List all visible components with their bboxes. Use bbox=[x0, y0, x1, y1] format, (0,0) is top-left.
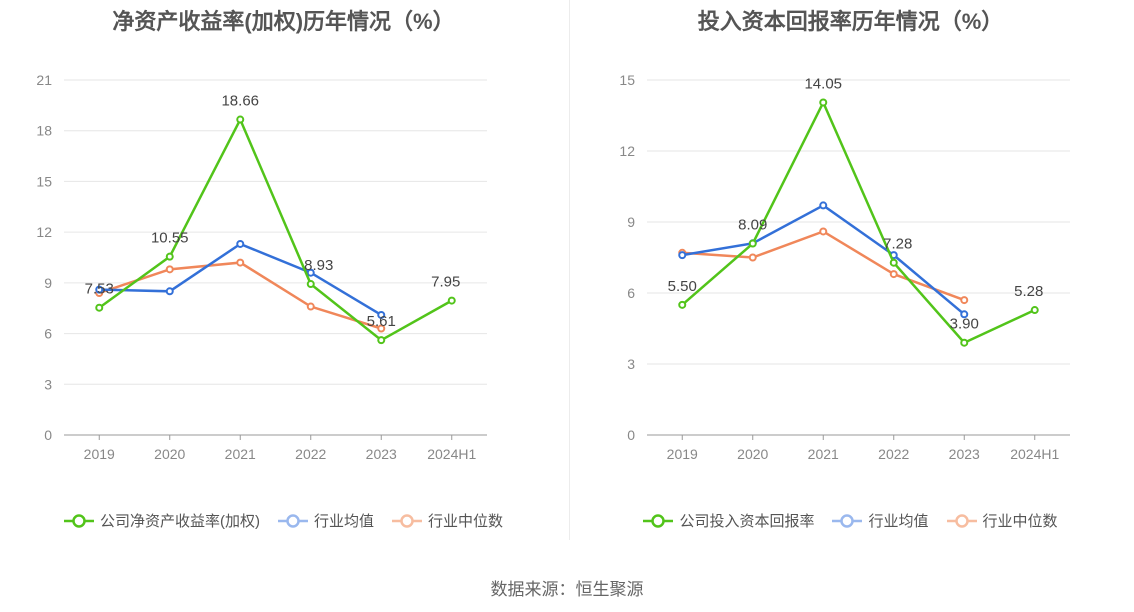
data-point bbox=[819, 227, 828, 236]
x-tick-label: 2022 bbox=[295, 446, 326, 462]
data-point bbox=[960, 310, 969, 319]
legend-item-company-roe[interactable]: 公司净资产收益率(加权) bbox=[63, 510, 260, 531]
y-tick-label: 9 bbox=[44, 275, 52, 291]
y-tick-label: 12 bbox=[36, 224, 52, 240]
x-tick-label: 2023 bbox=[949, 446, 980, 462]
series-line bbox=[682, 230, 965, 302]
data-point bbox=[377, 310, 386, 319]
y-tick-label: 12 bbox=[619, 143, 635, 159]
legend-item-industry-mean[interactable]: 行业均值 bbox=[832, 510, 929, 531]
legend-label: 公司净资产收益率(加权) bbox=[99, 513, 260, 530]
x-tick-label: 2020 bbox=[154, 446, 185, 462]
data-label: 10.55 bbox=[151, 230, 189, 247]
x-tick-label: 2019 bbox=[667, 446, 698, 462]
data-label: 18.66 bbox=[221, 93, 259, 110]
roe-chart: 净资产收益率(加权)历年情况（%） 0 3 6 9 12 15 18 21 2019 2020 20… bbox=[0, 0, 567, 560]
series-line bbox=[98, 261, 382, 330]
data-label: 14.05 bbox=[804, 75, 842, 92]
data-point bbox=[306, 302, 315, 311]
data-label: 7.28 bbox=[883, 236, 912, 253]
legend-label: 行业中位数 bbox=[982, 513, 1058, 530]
data-point bbox=[236, 115, 245, 124]
data-point bbox=[1030, 306, 1039, 315]
y-tick-label: 6 bbox=[44, 326, 52, 342]
series-line bbox=[681, 99, 1036, 345]
y-tick-label: 6 bbox=[627, 285, 635, 301]
x-tick-label: 2023 bbox=[366, 446, 397, 462]
legend-label: 公司投入资本回报率 bbox=[679, 513, 815, 530]
data-point bbox=[678, 300, 687, 309]
data-point bbox=[819, 98, 828, 107]
y-tick-label: 3 bbox=[44, 376, 52, 392]
data-label: 8.93 bbox=[304, 257, 333, 274]
data-point bbox=[95, 303, 104, 312]
x-tick-label: 2021 bbox=[225, 446, 256, 462]
data-point bbox=[377, 336, 386, 345]
legend-item-company-roic[interactable]: 公司投入资本回报率 bbox=[643, 510, 814, 531]
legend-marker-icon bbox=[392, 513, 422, 528]
data-point bbox=[889, 258, 898, 267]
data-point bbox=[748, 253, 757, 262]
roic-chart: 投入资本回报率历年情况（%） 0 3 6 9 12 15 2019 2020 2021 2022 2… bbox=[567, 0, 1134, 560]
data-point bbox=[165, 265, 174, 274]
legend-item-industry-mean[interactable]: 行业均值 bbox=[277, 510, 374, 531]
data-point bbox=[960, 296, 969, 305]
roe-legend: 公司净资产收益率(加权) 行业均值 行业中位数 bbox=[0, 510, 567, 531]
data-point bbox=[889, 270, 898, 279]
legend-marker-icon bbox=[946, 513, 977, 528]
legend-marker-icon bbox=[277, 513, 308, 528]
data-point bbox=[960, 338, 969, 347]
data-point bbox=[95, 285, 104, 294]
data-label: 7.95 bbox=[431, 274, 460, 291]
legend-item-industry-median[interactable]: 行业中位数 bbox=[946, 510, 1058, 531]
data-point bbox=[165, 252, 174, 261]
roe-plot: 0 3 6 9 12 15 18 21 2019 2020 2021 2022 2023 2024H1 7.… bbox=[36, 72, 487, 462]
data-source: 数据来源：恒生聚源 bbox=[490, 580, 644, 599]
y-tick-label: 3 bbox=[627, 356, 635, 372]
data-label: 5.61 bbox=[367, 313, 396, 330]
data-point bbox=[236, 258, 245, 267]
y-tick-label: 15 bbox=[619, 72, 635, 88]
x-tick-label: 2024H1 bbox=[427, 446, 476, 462]
legend-marker-icon bbox=[832, 513, 863, 528]
roe-chart-title: 净资产收益率(加权)历年情况（%） bbox=[112, 9, 455, 34]
legend-label: 行业均值 bbox=[313, 513, 374, 530]
legend-marker-icon bbox=[63, 513, 94, 528]
data-point bbox=[447, 296, 456, 305]
data-point bbox=[306, 280, 315, 289]
y-tick-label: 15 bbox=[36, 173, 52, 189]
y-tick-label: 0 bbox=[627, 427, 635, 443]
data-label: 3.90 bbox=[950, 316, 979, 333]
y-tick-label: 18 bbox=[36, 123, 52, 139]
roic-chart-title: 投入资本回报率历年情况（%） bbox=[697, 9, 1004, 34]
series-line bbox=[98, 116, 453, 342]
chart-divider bbox=[569, 0, 570, 540]
data-label: 8.09 bbox=[738, 217, 767, 234]
roic-legend: 公司投入资本回报率 行业均值 行业中位数 bbox=[567, 510, 1134, 531]
x-tick-label: 2020 bbox=[737, 446, 768, 462]
data-label: 7.53 bbox=[85, 281, 114, 298]
data-point bbox=[819, 201, 828, 210]
x-tick-label: 2019 bbox=[84, 446, 115, 462]
x-tick-label: 2024H1 bbox=[1010, 446, 1059, 462]
data-point bbox=[165, 287, 174, 296]
x-tick-label: 2021 bbox=[808, 446, 839, 462]
y-tick-label: 21 bbox=[36, 72, 52, 88]
legend-item-industry-median[interactable]: 行业中位数 bbox=[392, 510, 503, 531]
legend-label: 行业中位数 bbox=[428, 513, 504, 530]
legend-marker-icon bbox=[643, 513, 674, 528]
y-tick-label: 0 bbox=[44, 427, 52, 443]
legend-label: 行业均值 bbox=[868, 513, 929, 530]
data-label: 5.28 bbox=[1014, 283, 1043, 300]
data-point bbox=[377, 324, 386, 333]
data-label: 5.50 bbox=[668, 278, 697, 295]
data-point bbox=[748, 239, 757, 248]
data-point bbox=[306, 268, 315, 277]
data-point bbox=[236, 239, 245, 248]
y-tick-label: 9 bbox=[627, 214, 635, 230]
x-tick-label: 2022 bbox=[878, 446, 909, 462]
roic-plot: 0 3 6 9 12 15 2019 2020 2021 2022 2023 2024H1 5.50 8.… bbox=[619, 72, 1070, 462]
data-point bbox=[678, 251, 687, 260]
